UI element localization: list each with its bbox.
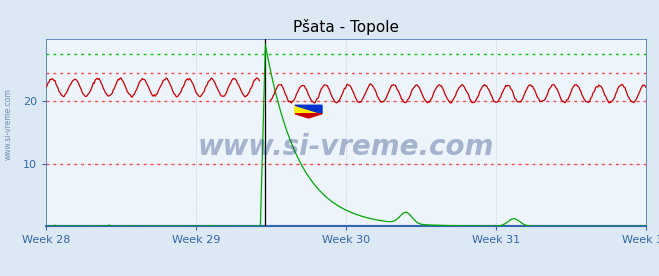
Text: www.si-vreme.com: www.si-vreme.com <box>3 88 13 160</box>
Polygon shape <box>295 105 322 114</box>
Text: www.si-vreme.com: www.si-vreme.com <box>198 134 494 161</box>
Polygon shape <box>295 105 322 114</box>
Polygon shape <box>295 114 322 118</box>
Title: Pšata - Topole: Pšata - Topole <box>293 19 399 35</box>
